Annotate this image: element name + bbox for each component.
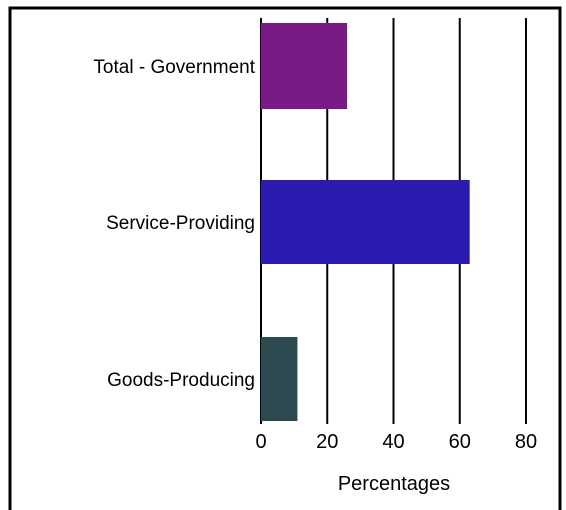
category-label: Service-Providing	[106, 213, 255, 234]
chart-frame	[8, 6, 562, 510]
x-axis-title: Percentages	[338, 473, 450, 495]
bars	[261, 23, 470, 421]
bar-goods-producing	[261, 337, 298, 421]
category-labels: Total - Government Service-Providing Goods…	[93, 57, 255, 391]
tick-label-x: 80	[515, 431, 537, 453]
tick-label-x: 40	[382, 431, 404, 453]
tick-labels: 0 20 40 60 80	[255, 431, 537, 453]
category-label: Goods-Producing	[107, 370, 255, 391]
tick-label-x: 60	[449, 431, 471, 453]
tick-label-x: 20	[316, 431, 338, 453]
category-label: Total - Government	[93, 57, 255, 78]
bar-service-providing	[261, 180, 470, 264]
bar-total-government	[261, 23, 348, 109]
tick-label-x: 0	[255, 431, 266, 453]
